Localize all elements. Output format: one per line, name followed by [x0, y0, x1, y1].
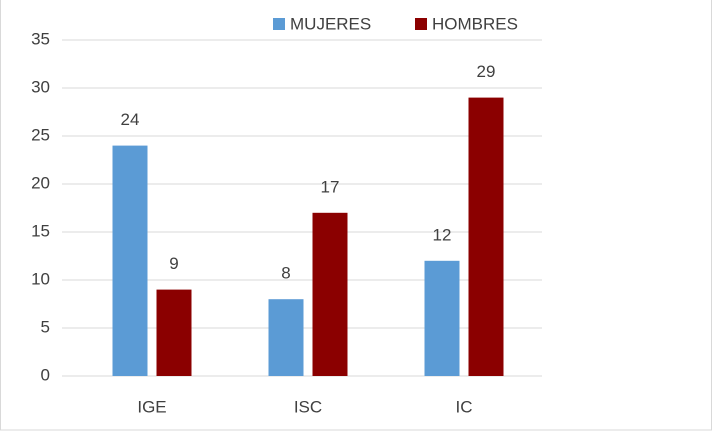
- y-tick-label: 5: [41, 317, 50, 336]
- legend-label: HOMBRES: [432, 14, 518, 33]
- bar: [312, 212, 348, 376]
- data-label: 9: [169, 254, 178, 273]
- y-tick-label: 20: [31, 173, 50, 192]
- data-label: 24: [121, 110, 140, 129]
- bar: [156, 289, 192, 376]
- y-tick-label: 10: [31, 269, 50, 288]
- bar: [468, 97, 504, 376]
- x-tick-label: IC: [456, 397, 473, 416]
- x-tick-label: IGE: [137, 397, 166, 416]
- data-label: 12: [433, 225, 452, 244]
- y-tick-label: 30: [31, 77, 50, 96]
- legend-swatch: [415, 18, 427, 30]
- bar: [268, 299, 304, 376]
- y-tick-label: 0: [41, 365, 50, 384]
- bar: [112, 145, 148, 376]
- x-tick-label: ISC: [294, 397, 322, 416]
- legend-label: MUJERES: [290, 14, 371, 33]
- y-tick-label: 35: [31, 29, 50, 48]
- data-label: 17: [321, 177, 340, 196]
- bar: [424, 260, 460, 376]
- legend-swatch: [273, 18, 285, 30]
- data-label: 8: [281, 264, 290, 283]
- y-tick-label: 15: [31, 221, 50, 240]
- y-tick-label: 25: [31, 125, 50, 144]
- data-label: 29: [477, 62, 496, 81]
